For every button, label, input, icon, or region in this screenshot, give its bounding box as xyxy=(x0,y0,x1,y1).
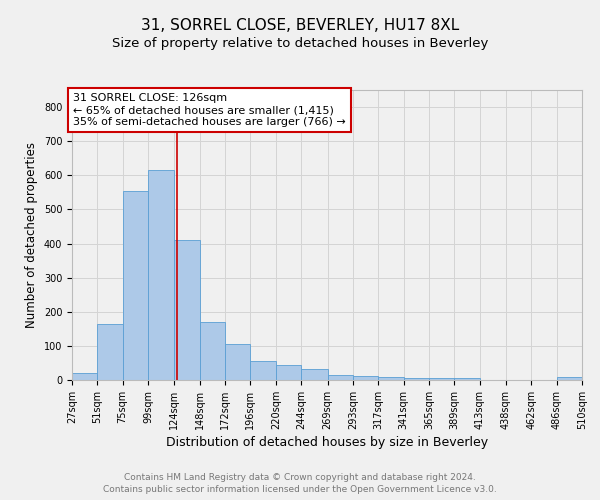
Bar xyxy=(328,375,353,380)
Bar xyxy=(175,240,200,380)
Bar xyxy=(429,378,454,380)
Bar xyxy=(557,378,582,380)
Bar xyxy=(97,324,122,380)
Bar xyxy=(454,378,479,380)
Text: Contains public sector information licensed under the Open Government Licence v3: Contains public sector information licen… xyxy=(103,485,497,494)
Bar xyxy=(378,376,404,380)
Text: 31 SORREL CLOSE: 126sqm
← 65% of detached houses are smaller (1,415)
35% of semi: 31 SORREL CLOSE: 126sqm ← 65% of detache… xyxy=(73,94,346,126)
Bar xyxy=(276,364,301,380)
Bar xyxy=(148,170,175,380)
Bar xyxy=(72,373,97,380)
Text: 31, SORREL CLOSE, BEVERLEY, HU17 8XL: 31, SORREL CLOSE, BEVERLEY, HU17 8XL xyxy=(141,18,459,32)
Bar xyxy=(200,322,225,380)
Bar xyxy=(404,378,429,380)
Bar xyxy=(225,344,250,380)
Bar xyxy=(250,361,276,380)
Text: Size of property relative to detached houses in Beverley: Size of property relative to detached ho… xyxy=(112,38,488,51)
Bar xyxy=(122,190,148,380)
Y-axis label: Number of detached properties: Number of detached properties xyxy=(25,142,38,328)
Bar xyxy=(301,369,328,380)
Bar xyxy=(353,376,378,380)
X-axis label: Distribution of detached houses by size in Beverley: Distribution of detached houses by size … xyxy=(166,436,488,449)
Text: Contains HM Land Registry data © Crown copyright and database right 2024.: Contains HM Land Registry data © Crown c… xyxy=(124,472,476,482)
